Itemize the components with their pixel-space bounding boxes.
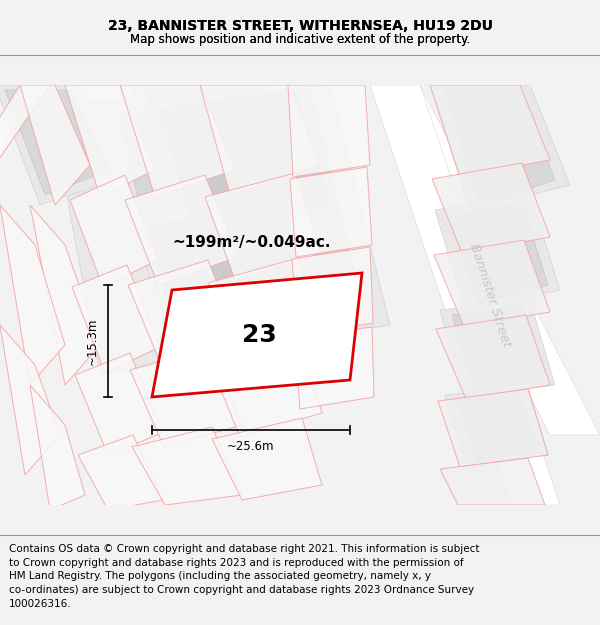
Polygon shape <box>210 340 322 437</box>
Polygon shape <box>125 175 238 285</box>
Polygon shape <box>288 85 370 177</box>
Polygon shape <box>205 173 322 280</box>
Polygon shape <box>445 387 548 463</box>
Polygon shape <box>0 85 50 165</box>
Polygon shape <box>370 85 560 505</box>
Polygon shape <box>212 418 322 500</box>
Polygon shape <box>440 300 555 397</box>
Polygon shape <box>5 90 110 195</box>
Polygon shape <box>436 315 550 399</box>
Polygon shape <box>145 87 295 195</box>
Polygon shape <box>450 203 548 305</box>
Polygon shape <box>130 85 310 200</box>
Text: ~15.3m: ~15.3m <box>86 318 98 364</box>
Polygon shape <box>440 458 545 505</box>
Text: ~199m²/~0.049ac.: ~199m²/~0.049ac. <box>172 236 331 251</box>
Polygon shape <box>128 260 240 367</box>
Polygon shape <box>72 265 160 373</box>
Text: Contains OS data © Crown copyright and database right 2021. This information is : Contains OS data © Crown copyright and d… <box>9 544 479 554</box>
Polygon shape <box>438 389 548 467</box>
Polygon shape <box>0 85 65 165</box>
Polygon shape <box>208 258 323 360</box>
Text: 100026316.: 100026316. <box>9 599 71 609</box>
Text: Bannister Street: Bannister Street <box>467 241 513 349</box>
Polygon shape <box>152 273 362 397</box>
Polygon shape <box>430 85 570 210</box>
Polygon shape <box>432 163 550 253</box>
Text: 23, BANNISTER STREET, WITHERNSEA, HU19 2DU: 23, BANNISTER STREET, WITHERNSEA, HU19 2… <box>107 19 493 33</box>
Polygon shape <box>155 295 290 367</box>
Text: ~25.6m: ~25.6m <box>227 439 275 452</box>
Polygon shape <box>30 385 85 510</box>
Polygon shape <box>0 85 130 205</box>
Text: HM Land Registry. The polygons (including the associated geometry, namely x, y: HM Land Registry. The polygons (includin… <box>9 571 431 581</box>
Polygon shape <box>132 427 242 505</box>
Polygon shape <box>75 353 162 455</box>
Polygon shape <box>150 205 310 330</box>
Polygon shape <box>20 85 90 205</box>
Polygon shape <box>0 205 65 385</box>
Polygon shape <box>148 210 282 310</box>
Polygon shape <box>430 85 550 177</box>
Text: Map shows position and indicative extent of the property.: Map shows position and indicative extent… <box>130 34 470 46</box>
Polygon shape <box>294 327 374 409</box>
Text: 23, BANNISTER STREET, WITHERNSEA, HU19 2DU: 23, BANNISTER STREET, WITHERNSEA, HU19 2… <box>107 19 493 33</box>
Polygon shape <box>434 240 550 327</box>
Polygon shape <box>50 85 390 375</box>
Polygon shape <box>445 89 555 205</box>
Polygon shape <box>65 85 155 197</box>
Polygon shape <box>78 435 163 510</box>
Polygon shape <box>452 305 545 392</box>
Polygon shape <box>292 247 373 335</box>
Polygon shape <box>200 85 320 195</box>
Polygon shape <box>457 393 538 460</box>
Text: Map shows position and indicative extent of the property.: Map shows position and indicative extent… <box>130 34 470 46</box>
Polygon shape <box>435 195 560 310</box>
Polygon shape <box>290 167 372 257</box>
Polygon shape <box>160 90 330 230</box>
Polygon shape <box>370 85 600 435</box>
Polygon shape <box>0 325 60 475</box>
Polygon shape <box>120 90 360 325</box>
Polygon shape <box>135 205 295 315</box>
Polygon shape <box>120 85 235 197</box>
Polygon shape <box>30 205 100 385</box>
Polygon shape <box>130 347 242 447</box>
Polygon shape <box>70 175 158 287</box>
Text: co-ordinates) are subject to Crown copyright and database rights 2023 Ordnance S: co-ordinates) are subject to Crown copyr… <box>9 585 474 595</box>
Text: to Crown copyright and database rights 2023 and is reproduced with the permissio: to Crown copyright and database rights 2… <box>9 558 464 568</box>
Text: 23: 23 <box>242 323 277 347</box>
